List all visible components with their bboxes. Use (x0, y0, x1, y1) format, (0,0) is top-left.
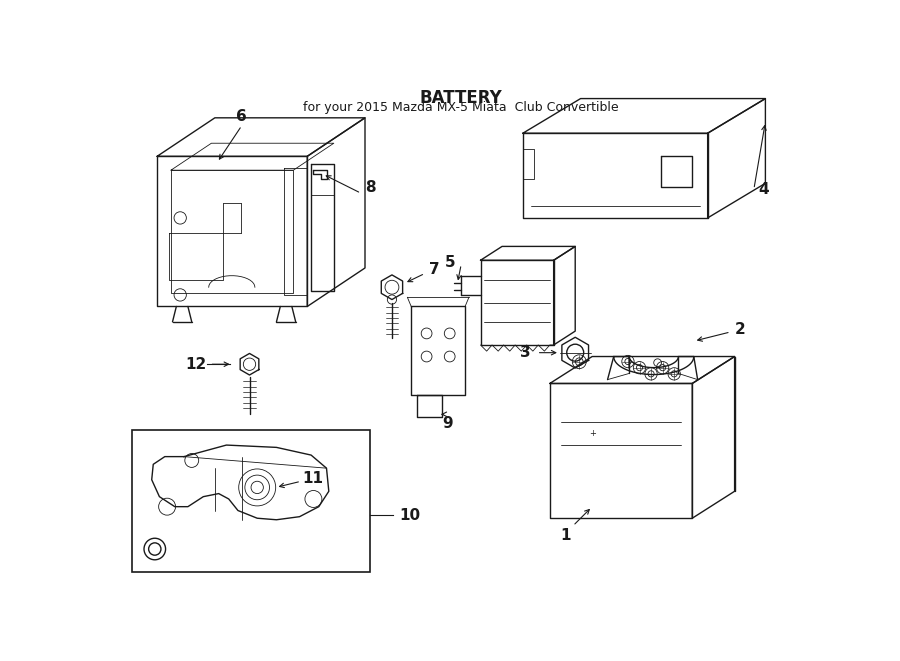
Text: 3: 3 (520, 345, 530, 360)
Text: +: + (589, 429, 596, 438)
Text: BATTERY: BATTERY (420, 89, 502, 106)
Text: 11: 11 (302, 471, 323, 486)
Text: 8: 8 (365, 180, 375, 194)
Text: 9: 9 (442, 416, 453, 431)
Text: 5: 5 (445, 255, 455, 270)
Text: 4: 4 (759, 182, 769, 197)
Text: 10: 10 (400, 508, 421, 523)
Text: 7: 7 (429, 262, 439, 277)
Bar (131, 430, 371, 572)
Text: 6: 6 (237, 109, 248, 124)
Text: 12: 12 (185, 357, 206, 371)
Text: 2: 2 (734, 322, 745, 337)
Text: for your 2015 Mazda MX-5 Miata  Club Convertible: for your 2015 Mazda MX-5 Miata Club Conv… (303, 101, 619, 114)
Text: 1: 1 (560, 527, 571, 543)
